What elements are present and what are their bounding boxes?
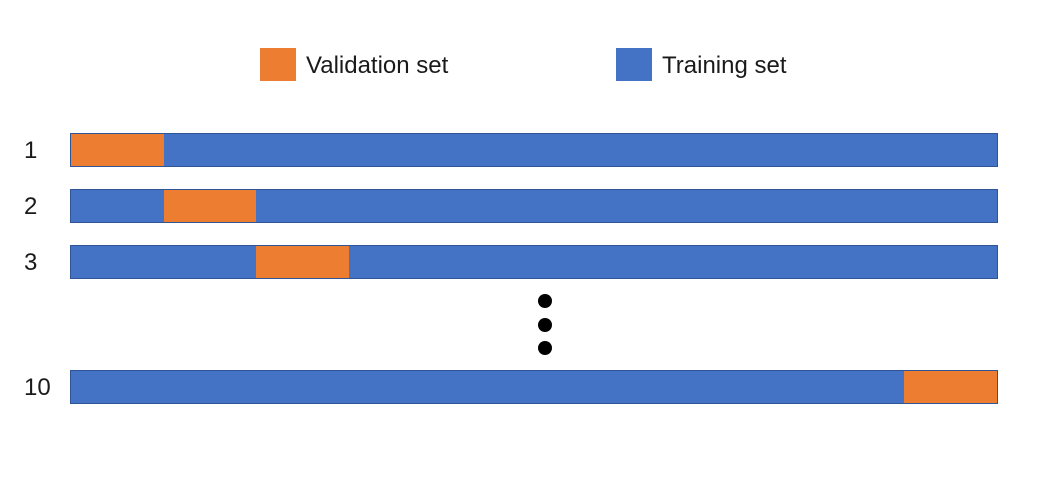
fold-label-1: 1 bbox=[24, 137, 38, 164]
fold-bar-1 bbox=[70, 133, 998, 167]
fold-label-2: 2 bbox=[24, 193, 38, 220]
ellipsis-dot-3 bbox=[538, 341, 552, 355]
validation-segment bbox=[163, 190, 257, 222]
validation-legend-label: Validation set bbox=[306, 52, 449, 79]
training-legend-label: Training set bbox=[662, 52, 787, 79]
ellipsis-dot-1 bbox=[538, 294, 552, 308]
fold-bar-10 bbox=[70, 370, 998, 404]
training-legend-swatch bbox=[616, 48, 652, 81]
fold-bar-3 bbox=[70, 245, 998, 279]
validation-segment bbox=[71, 134, 164, 166]
ellipsis-dot-2 bbox=[538, 318, 552, 332]
validation-legend-swatch bbox=[260, 48, 296, 81]
fold-label-3: 3 bbox=[24, 249, 38, 276]
fold-bar-2 bbox=[70, 189, 998, 223]
validation-segment bbox=[256, 246, 349, 278]
fold-label-10: 10 bbox=[24, 374, 51, 401]
validation-segment bbox=[904, 371, 997, 403]
